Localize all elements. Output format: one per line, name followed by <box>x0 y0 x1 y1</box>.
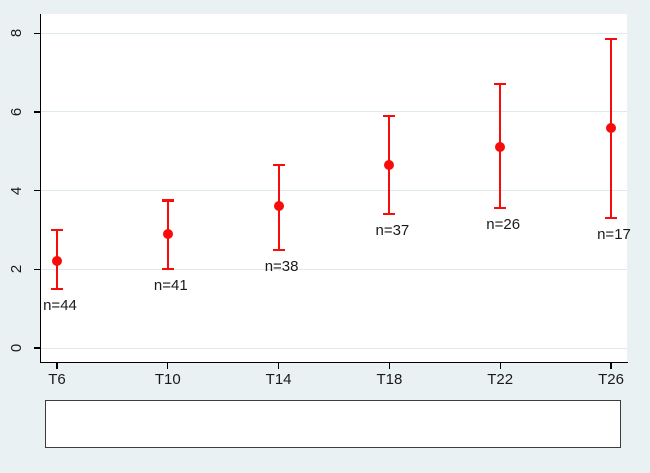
legend-box: CI/95 perc Mean difference in CHOP-INTEN… <box>45 400 621 448</box>
x-tick-T6 <box>56 363 58 369</box>
y-tick-label-6: 6 <box>7 107 25 117</box>
x-tick-label-T22: T22 <box>487 371 514 388</box>
n-label-T10: n=41 <box>153 277 188 295</box>
mean-dot-T14 <box>273 201 284 212</box>
y-tick-label-2: 2 <box>7 265 25 274</box>
mean-dot-T26 <box>606 122 616 133</box>
n-label-T14: n=38 <box>264 257 299 275</box>
plot-area <box>40 14 627 362</box>
y-tick-label-0: 0 <box>7 343 25 353</box>
y-tick-4 <box>34 189 40 192</box>
x-tick-T22 <box>499 363 501 369</box>
gridline-y-8 <box>41 32 627 34</box>
errorbar-cap-bottom-T22 <box>494 207 507 210</box>
errorbar-cap-top-T10 <box>161 199 174 202</box>
gridline-y-6 <box>41 111 627 113</box>
y-axis-line <box>39 14 41 363</box>
errorbar-cap-bottom-T26 <box>605 217 617 220</box>
mean-dot-T18 <box>384 160 395 171</box>
mean-dot-T10 <box>162 228 173 239</box>
x-tick-label-T18: T18 <box>376 371 403 388</box>
x-tick-label-T10: T10 <box>154 371 181 388</box>
mean-dot-T22 <box>495 142 506 153</box>
gridline-y-2 <box>41 268 627 270</box>
n-label-T6: n=44 <box>43 296 77 314</box>
x-tick-T18 <box>388 363 391 369</box>
errorbar-cap-top-T22 <box>494 83 507 86</box>
gridline-y-4 <box>41 190 627 192</box>
errorbar-cap-top-T18 <box>383 114 396 117</box>
n-label-T26: n=17 <box>597 226 631 244</box>
n-label-T18: n=37 <box>375 222 410 240</box>
x-tick-T10 <box>167 363 169 369</box>
y-tick-0 <box>34 347 40 349</box>
x-tick-label-T26: T26 <box>598 371 624 388</box>
errorbar-cap-top-T14 <box>272 163 285 167</box>
x-tick-label-T14: T14 <box>265 371 292 388</box>
errorbar-cap-top-T26 <box>605 38 617 41</box>
errorbar-cap-bottom-T14 <box>272 248 285 251</box>
errorbar-cap-bottom-T6 <box>51 287 63 291</box>
x-tick-label-T6: T6 <box>48 371 66 388</box>
n-label-T22: n=26 <box>486 216 521 234</box>
errorbar-cap-bottom-T10 <box>161 268 174 271</box>
y-tick-label-4: 4 <box>7 186 25 195</box>
gridline-y-0 <box>41 347 627 349</box>
y-tick-label-8: 8 <box>7 29 25 38</box>
y-tick-6 <box>34 111 40 113</box>
errorbar-cap-top-T6 <box>51 228 63 232</box>
x-tick-T26 <box>610 363 612 369</box>
x-axis-line <box>39 362 628 364</box>
mean-dot-T6 <box>52 256 62 267</box>
y-tick-2 <box>34 268 40 270</box>
y-tick-8 <box>34 32 40 34</box>
x-tick-T14 <box>277 363 280 369</box>
errorbar-cap-bottom-T18 <box>383 213 396 216</box>
